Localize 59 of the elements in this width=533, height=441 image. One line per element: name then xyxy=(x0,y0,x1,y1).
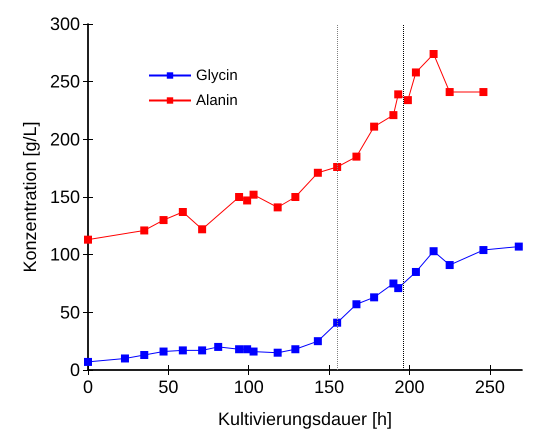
point xyxy=(160,216,168,224)
point xyxy=(430,247,438,256)
legend-label: Glycin xyxy=(196,67,238,84)
point xyxy=(198,346,206,354)
point xyxy=(404,96,412,104)
x-tick-label: 150 xyxy=(314,377,344,397)
point xyxy=(84,358,92,366)
point xyxy=(412,68,420,76)
x-tick-label: 0 xyxy=(82,377,94,397)
y-tick-label: 150 xyxy=(50,187,80,207)
point xyxy=(412,268,420,276)
y-tick-label: 0 xyxy=(70,360,80,380)
x-tick-label: 250 xyxy=(474,377,505,397)
point xyxy=(352,300,360,308)
point xyxy=(274,203,282,212)
y-tick-label: 300 xyxy=(50,14,80,34)
point xyxy=(514,242,523,251)
legend-label: Alanin xyxy=(196,92,238,109)
point xyxy=(140,226,148,234)
y-tick-label: 50 xyxy=(60,302,80,322)
point xyxy=(352,152,360,161)
point xyxy=(370,293,378,302)
point xyxy=(274,348,282,357)
point xyxy=(314,168,322,177)
point xyxy=(250,190,258,199)
point xyxy=(394,284,402,292)
point xyxy=(291,345,300,354)
y-tick-label: 100 xyxy=(50,244,80,265)
point xyxy=(370,122,378,131)
point xyxy=(446,261,454,270)
point xyxy=(243,196,252,204)
point xyxy=(84,236,92,244)
point xyxy=(160,348,168,356)
point xyxy=(394,90,402,98)
x-tick-label: 100 xyxy=(234,377,264,397)
point xyxy=(235,193,244,201)
point xyxy=(389,111,398,120)
y-axis-title: Konzentration [g/L] xyxy=(20,121,40,273)
x-tick-label: 200 xyxy=(394,377,425,397)
point xyxy=(198,225,206,234)
point xyxy=(178,346,187,354)
point xyxy=(140,351,148,360)
point xyxy=(314,337,322,346)
point xyxy=(479,246,488,254)
point xyxy=(430,50,438,58)
point xyxy=(250,348,258,356)
point xyxy=(333,163,342,172)
point xyxy=(178,208,187,216)
x-axis-title: Kultivierungsdauer [h] xyxy=(218,409,392,429)
point xyxy=(120,354,129,362)
point xyxy=(214,342,222,351)
point xyxy=(479,88,488,96)
y-tick-label: 200 xyxy=(50,129,80,150)
point xyxy=(333,318,342,327)
point xyxy=(291,193,300,201)
x-tick-label: 50 xyxy=(158,377,178,397)
y-tick-label: 250 xyxy=(50,72,80,92)
point xyxy=(446,88,454,96)
point xyxy=(235,345,244,354)
